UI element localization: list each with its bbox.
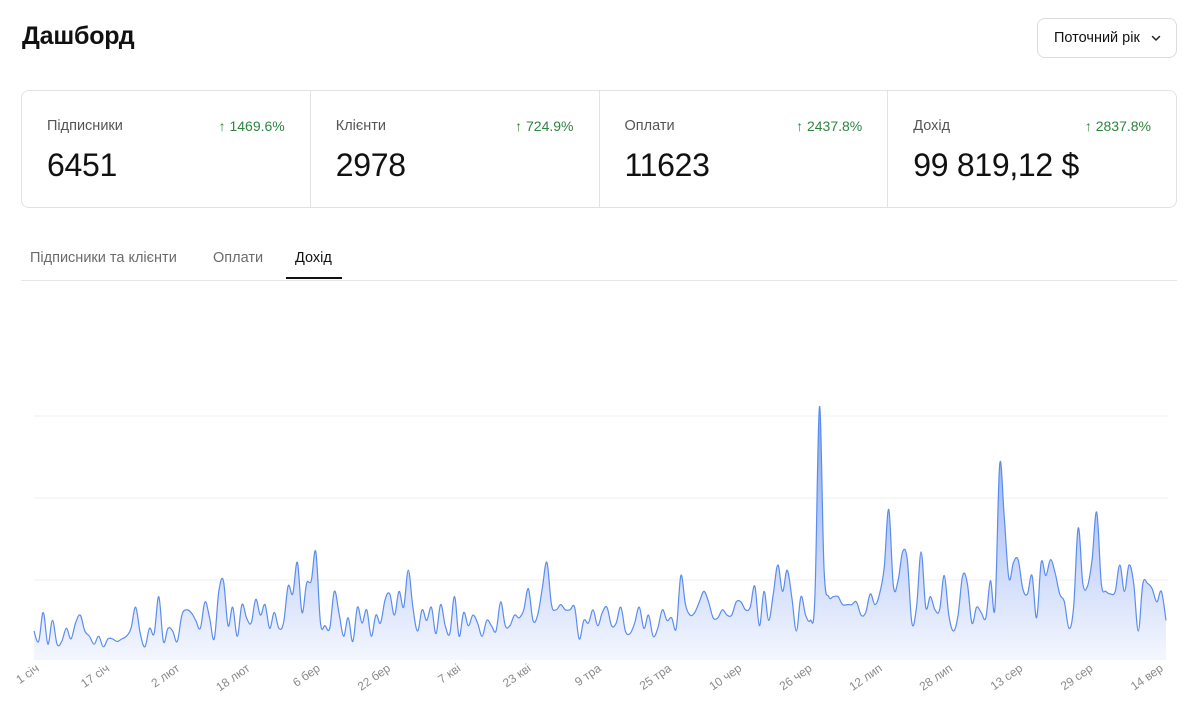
stat-label: Дохід	[913, 118, 951, 134]
stat-card-clients: Клієнти ↑ 724.9% 2978	[311, 91, 600, 207]
period-select[interactable]: Поточний рік	[1037, 18, 1177, 58]
stats-panel: Підписники ↑ 1469.6% 6451 Клієнти ↑ 724.…	[21, 90, 1177, 208]
revenue-chart: 1 січ 17 січ 2 лют 18 лют 6 бер 22 бер 7 кві 23…	[0, 282, 1192, 722]
x-tick-label: 17 січ	[78, 661, 112, 691]
stat-value: 99 819,12 $	[913, 147, 1079, 183]
stat-value: 11623	[624, 147, 710, 183]
stat-change: ↑ 2437.8%	[796, 118, 863, 134]
stat-label: Клієнти	[335, 118, 387, 134]
tab-subscribers-clients[interactable]: Підписники та клієнти	[30, 250, 177, 266]
x-tick-label: 6 бер	[290, 661, 323, 690]
stat-value: 2978	[335, 147, 406, 183]
x-tick-label: 22 бер	[355, 661, 393, 694]
x-tick-label: 29 сер	[1058, 661, 1096, 693]
x-tick-label: 26 чер	[777, 661, 815, 693]
stat-card-revenue: Дохід ↑ 2837.8% 99 819,12 $	[888, 91, 1176, 207]
x-tick-label: 18 лют	[213, 661, 253, 695]
revenue-chart-svg: 1 січ 17 січ 2 лют 18 лют 6 бер 22 бер 7 кві 23…	[13, 405, 1168, 695]
x-tick-label: 14 вер	[1128, 661, 1166, 693]
stat-change: ↑ 724.9%	[515, 118, 574, 134]
x-tick-label: 2 лют	[149, 661, 183, 691]
stat-change: ↑ 2837.8%	[1084, 118, 1151, 134]
x-tick-label: 25 тра	[637, 661, 674, 693]
stat-label: Підписники	[47, 118, 123, 134]
chevron-down-icon	[1151, 35, 1161, 41]
x-tick-label: 23 кві	[500, 661, 533, 690]
chart-tabs: Підписники та клієнти Оплати Дохід	[21, 240, 1177, 281]
x-tick-label: 9 тра	[572, 661, 604, 689]
stat-value: 6451	[47, 147, 117, 183]
stat-card-subscribers: Підписники ↑ 1469.6% 6451	[22, 91, 311, 207]
stat-change: ↑ 1469.6%	[218, 118, 285, 134]
stat-label: Оплати	[624, 118, 675, 134]
x-tick-label: 7 кві	[435, 661, 463, 686]
tab-payments[interactable]: Оплати	[213, 250, 264, 266]
x-tick-label: 10 чер	[706, 661, 744, 693]
period-select-value: Поточний рік	[1054, 30, 1140, 46]
active-tab-indicator	[286, 277, 342, 279]
stat-card-payments: Оплати ↑ 2437.8% 11623	[600, 91, 889, 207]
revenue-area	[34, 406, 1166, 660]
tab-revenue[interactable]: Дохід	[295, 250, 332, 266]
x-tick-label: 13 сер	[988, 661, 1026, 693]
page-title: Дашборд	[22, 22, 135, 50]
revenue-line	[33, 405, 1167, 648]
x-tick-label: 1 січ	[13, 661, 41, 687]
x-tick-label: 28 лип	[917, 661, 955, 694]
x-tick-label: 12 лип	[846, 661, 884, 694]
